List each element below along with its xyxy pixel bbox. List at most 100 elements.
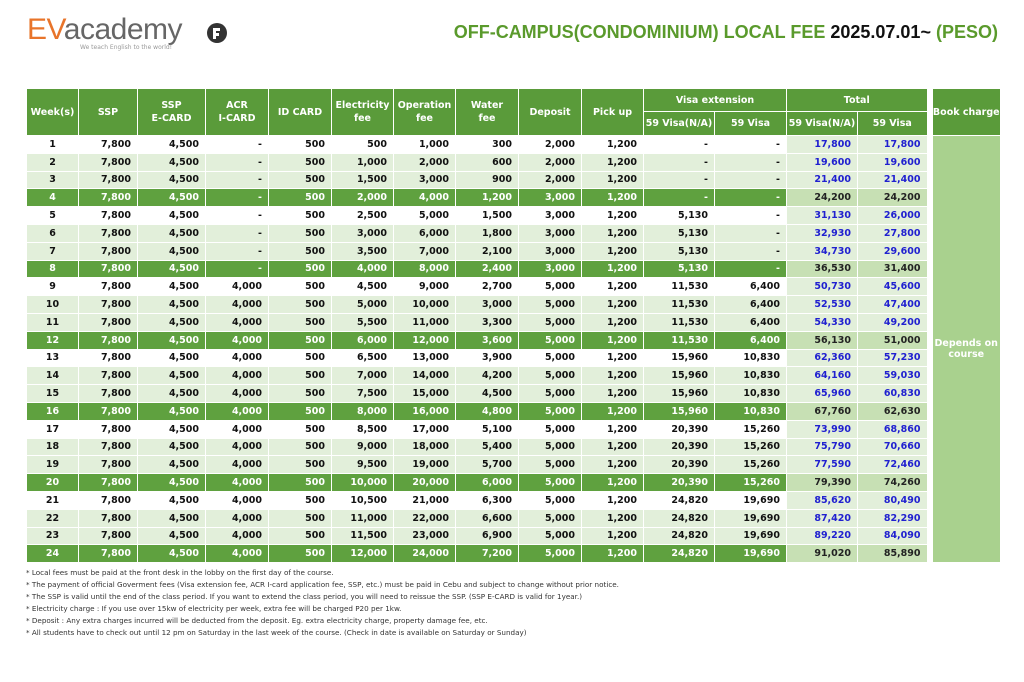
- table-cell: 15,960: [643, 348, 715, 368]
- table-cell: 70,660: [857, 437, 930, 457]
- table-cell: 10: [26, 295, 79, 314]
- table-cell: 500: [268, 259, 332, 279]
- table-cell: 500: [268, 401, 332, 421]
- table-cell: 52,530: [786, 295, 858, 314]
- table-cell: 7,800: [78, 490, 138, 510]
- table-cell: 2,000: [518, 170, 582, 190]
- table-cell: 8,500: [331, 419, 394, 439]
- table-cell: 57,230: [857, 348, 930, 368]
- table-row: 3 7,800 4,500-500 1,500 3,000 900 2,000 1,200- -…: [26, 170, 1001, 190]
- title: OFF-CAMPUS(CONDOMINIUM) LOCAL FEE 2025.0…: [454, 22, 998, 43]
- table-cell: 4,000: [205, 401, 269, 421]
- table-cell: 7,800: [78, 366, 138, 386]
- table-cell: 4,500: [137, 348, 206, 368]
- table-cell: 7,000: [393, 241, 456, 261]
- table-cell: 60,830: [857, 384, 930, 403]
- note: * The SSP is valid until the end of the …: [26, 592, 583, 601]
- table-cell: 15,260: [714, 473, 787, 492]
- table-cell: 1,000: [393, 135, 456, 154]
- table-cell: -: [714, 223, 787, 243]
- table-cell: 7,800: [78, 223, 138, 243]
- table-cell: 15,960: [643, 366, 715, 386]
- table-cell: 26,000: [857, 206, 930, 225]
- table-cell: 9: [26, 277, 79, 297]
- table-cell: -: [643, 135, 715, 154]
- note: * Deposit : Any extra charges incurred w…: [26, 616, 488, 625]
- table-cell: 3,000: [518, 206, 582, 225]
- table-cell: 24: [26, 544, 79, 564]
- table-cell: 4,200: [455, 366, 519, 386]
- table-cell: 7,800: [78, 295, 138, 314]
- table-cell: 24,200: [857, 188, 930, 208]
- table-cell: 3,000: [393, 170, 456, 190]
- table-cell: 6,000: [455, 473, 519, 492]
- table-cell: 47,400: [857, 295, 930, 314]
- table-cell: 9,000: [331, 437, 394, 457]
- table-cell: 24,820: [643, 490, 715, 510]
- table-cell: 1: [26, 135, 79, 154]
- table-cell: 19,690: [714, 490, 787, 510]
- table-cell: 6,400: [714, 330, 787, 350]
- table-cell: 19,000: [393, 455, 456, 475]
- column-header: ID CARD: [268, 88, 332, 136]
- title-unit: (PESO): [935, 22, 998, 42]
- table-cell: 3,900: [455, 348, 519, 368]
- table-cell: 6,000: [331, 330, 394, 350]
- table-cell: 5,000: [518, 508, 582, 528]
- table-cell: -: [205, 170, 269, 190]
- table-cell: 5,000: [518, 437, 582, 457]
- table-cell: 21: [26, 490, 79, 510]
- table-cell: 4,000: [205, 544, 269, 564]
- table-cell: 7,800: [78, 312, 138, 332]
- logo-ev: EV: [27, 13, 64, 46]
- table-cell: 5,000: [393, 206, 456, 225]
- table-cell: 19,690: [714, 526, 787, 546]
- table-cell: 5,130: [643, 241, 715, 261]
- table-cell: 62,630: [857, 401, 930, 421]
- table-cell: 15,000: [393, 384, 456, 403]
- table-cell: 4,000: [393, 188, 456, 208]
- table-cell: 4,500: [137, 312, 206, 332]
- table-cell: -: [643, 188, 715, 208]
- table-cell: 1,200: [581, 152, 644, 172]
- table-cell: -: [714, 170, 787, 190]
- table-cell: 5,130: [643, 223, 715, 243]
- table-cell: 15: [26, 384, 79, 403]
- table-cell: 24,820: [643, 526, 715, 546]
- table-cell: 7,800: [78, 277, 138, 297]
- table-cell: 4,000: [205, 437, 269, 457]
- table-cell: 27,800: [857, 223, 930, 243]
- table-cell: 7,800: [78, 544, 138, 564]
- table-cell: -: [714, 259, 787, 279]
- sub-column-header: 59 Visa(N/A): [643, 111, 715, 136]
- table-cell: 7,800: [78, 330, 138, 350]
- table-cell: 23: [26, 526, 79, 546]
- table-cell: 7: [26, 241, 79, 261]
- notes: * Local fees must be paid at the front d…: [26, 567, 619, 639]
- table-cell: 20: [26, 473, 79, 492]
- table-cell: 1,200: [581, 366, 644, 386]
- table-cell: 300: [455, 135, 519, 154]
- table-cell: 11,000: [393, 312, 456, 332]
- table-cell: 600: [455, 152, 519, 172]
- table-row: 17 7,800 4,500 4,000 500 8,500 17,000 5,100 5,00…: [26, 419, 1001, 439]
- table-cell: 5,700: [455, 455, 519, 475]
- table-cell: 7,800: [78, 170, 138, 190]
- table-cell: 7,800: [78, 401, 138, 421]
- table-cell: 22,000: [393, 508, 456, 528]
- table-cell: 7,800: [78, 473, 138, 492]
- table-cell: 4,000: [331, 259, 394, 279]
- table-cell: 6,000: [393, 223, 456, 243]
- table-cell: 6,300: [455, 490, 519, 510]
- column-header: SSP E-CARD: [137, 88, 206, 136]
- table-cell: 1,000: [331, 152, 394, 172]
- table-cell: 7,800: [78, 455, 138, 475]
- table-cell: 5,000: [518, 544, 582, 564]
- table-cell: 6,500: [331, 348, 394, 368]
- table-cell: 1,200: [581, 508, 644, 528]
- table-cell: 1,200: [581, 188, 644, 208]
- table-cell: 9,000: [393, 277, 456, 297]
- table-cell: 21,400: [786, 170, 858, 190]
- table-cell: 4,000: [205, 312, 269, 332]
- table-cell: -: [205, 259, 269, 279]
